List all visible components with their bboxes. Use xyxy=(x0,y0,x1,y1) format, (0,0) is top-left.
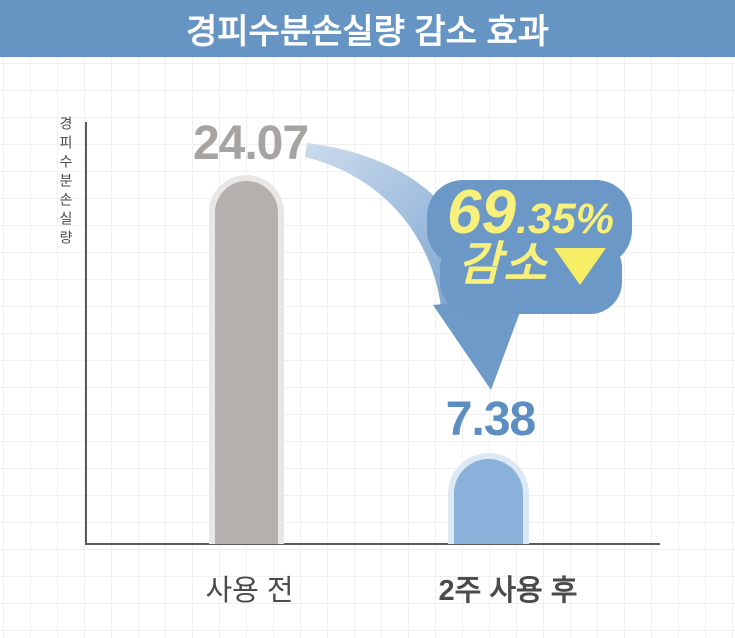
bar-before-use xyxy=(209,175,284,544)
value-label-after: 7.38 xyxy=(445,393,536,446)
value-label-before: 24.07 xyxy=(192,117,309,170)
y-axis-label: 경피수분손실량 xyxy=(58,116,74,249)
percent-big-text: 69 xyxy=(447,178,516,247)
title-banner: 경피수분손실량 감소 효과 xyxy=(0,0,735,57)
page-title: 경피수분손실량 감소 효과 xyxy=(186,13,549,51)
x-axis-line xyxy=(85,543,660,545)
category-label-before: 사용 전 xyxy=(205,575,294,607)
reduction-word: 감소 xyxy=(458,237,549,290)
down-triangle-icon xyxy=(554,248,607,285)
y-axis-line xyxy=(85,122,87,545)
category-label-after: 2주 사용 후 xyxy=(438,575,578,607)
reduction-badge: 감소 xyxy=(440,236,623,314)
bar-after-use xyxy=(448,453,529,544)
grid-background xyxy=(0,57,735,638)
percent-small-text: .35% xyxy=(515,195,614,243)
